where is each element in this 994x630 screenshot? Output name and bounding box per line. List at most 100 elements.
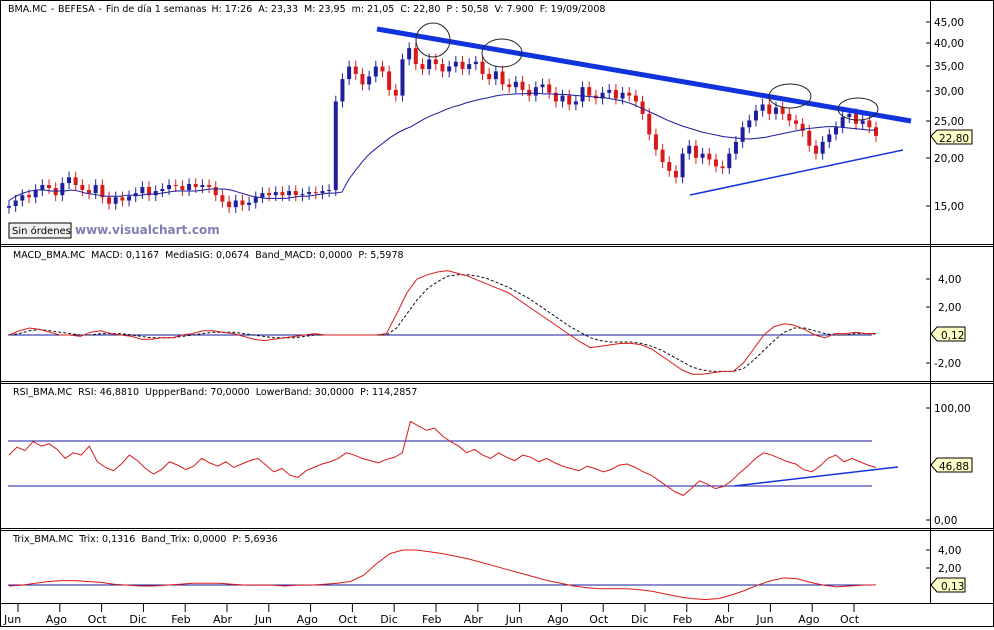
price-tick-label: 30,00 (934, 86, 964, 98)
trix-last-value-text: 0,13 (941, 581, 964, 593)
candle-body (407, 48, 412, 60)
candle-body (640, 101, 645, 114)
candle-body (560, 95, 565, 102)
candle-body (727, 153, 732, 169)
candle-body (140, 187, 145, 194)
candle-body (420, 64, 425, 69)
candle-body (833, 127, 838, 135)
trix-header: Trix_BMA.MC Trix: 0,1316 Band_Trix: 0,0000… (12, 534, 278, 545)
candle-body (867, 120, 872, 128)
candle-body (333, 101, 338, 191)
rsi-line (8, 420, 877, 496)
candle-body (667, 162, 672, 171)
candle-body (80, 185, 85, 191)
candle-body (147, 187, 152, 196)
candle-body (120, 197, 125, 201)
trix-tick-label: 4,00 (938, 545, 961, 557)
price-last-value: 22,80 (930, 129, 973, 145)
candle-body (273, 192, 278, 196)
candle-body (493, 71, 498, 80)
trix-last-value: 0,13 (930, 577, 966, 593)
price-candles (7, 42, 878, 214)
candle-body (453, 61, 458, 67)
candle-body (33, 190, 38, 198)
candle-body (580, 87, 585, 102)
candle-body (300, 194, 305, 196)
macd-signal-line (8, 274, 877, 372)
price-last-value-text: 22,80 (939, 133, 969, 145)
candle-body (40, 185, 45, 191)
date-tick-label: Feb (422, 613, 441, 626)
candle-body (240, 200, 245, 205)
candle-body (367, 76, 372, 85)
candle-body (807, 130, 812, 146)
candle-body (247, 202, 252, 205)
price-tick-label: 40,00 (934, 38, 964, 50)
candle-body (527, 89, 532, 96)
candle-body (653, 134, 658, 150)
candle-body (473, 61, 478, 65)
macd-tick-label: 2,00 (938, 302, 961, 314)
macd-panel: MACD_BMA.MC MACD: 0,1167 MediaSIG: 0,0674 B… (8, 250, 966, 375)
date-tick-label: Abr (213, 613, 233, 626)
date-tick-label: Abr (464, 613, 484, 626)
candle-body (787, 113, 792, 121)
candle-body (253, 197, 258, 203)
candle-body (660, 149, 665, 163)
candle-body (107, 197, 112, 204)
candle-body (447, 66, 452, 72)
rsi-tick-label: 100,00 (934, 403, 971, 415)
candle-body (633, 95, 638, 102)
date-axis: Jun Ago Oct Dic Feb Abr Jun Ago Oct Dic Feb Abr Jun A… (3, 604, 860, 626)
candle-body (307, 192, 312, 195)
macd-header: MACD_BMA.MC MACD: 0,1167 MediaSIG: 0,0674 B… (13, 250, 404, 261)
candle-body (207, 185, 212, 188)
candle-body (487, 73, 492, 80)
candle-body (153, 191, 158, 196)
candle-body (100, 185, 105, 198)
rsi-support-trendline (733, 466, 899, 487)
candle-body (47, 185, 52, 189)
candle-body (160, 189, 165, 192)
date-tick-label: Ago (798, 613, 820, 626)
rsi-header: RSI_BMA.MC RSI: 46,8810 UppperBand: 70,000… (13, 387, 417, 398)
candle-body (800, 123, 805, 131)
candle-body (13, 200, 18, 206)
candle-body (693, 145, 698, 158)
date-tick-label: Dic (380, 613, 398, 626)
date-tick-label: Jun (505, 613, 523, 626)
resistance-trendline (376, 26, 912, 124)
price-tick-label: 25,00 (934, 116, 964, 128)
orders-button[interactable]: Sin órdenes (8, 222, 72, 239)
rsi-panel: RSI_BMA.MC RSI: 46,8810 UppperBand: 70,000… (8, 387, 973, 527)
candle-body (53, 188, 58, 196)
date-tick-label: Ago (46, 613, 68, 626)
candle-body (753, 110, 758, 121)
price-axis: 45,00 40,00 35,00 30,00 25,00 20,00 15,0… (926, 17, 964, 213)
candle-body (200, 185, 205, 188)
annotation-ellipse (481, 38, 523, 68)
trix-panel: Trix_BMA.MC Trix: 0,1316 Band_Trix: 0,0000… (8, 534, 966, 601)
candle-body (480, 61, 485, 74)
candle-body (20, 195, 25, 201)
date-tick-label: Dic (129, 613, 147, 626)
candle-body (600, 92, 605, 99)
candle-body (327, 190, 332, 192)
candle-body (353, 66, 358, 74)
candle-body (360, 73, 365, 85)
date-tick-label: Oct (589, 613, 609, 626)
candle-body (747, 120, 752, 128)
moving-average-line (8, 92, 876, 201)
trix-tick-label: 2,00 (938, 563, 961, 575)
watermark: www.visualchart.com (75, 223, 220, 237)
candle-body (767, 104, 772, 114)
candle-body (547, 84, 552, 93)
rsi-axis: 100,00 0,00 (926, 403, 971, 527)
date-tick-label: Ago (297, 613, 319, 626)
candle-body (520, 81, 525, 90)
candle-body (820, 141, 825, 154)
candle-body (427, 59, 432, 69)
candle-body (167, 185, 172, 190)
candle-body (227, 201, 232, 208)
